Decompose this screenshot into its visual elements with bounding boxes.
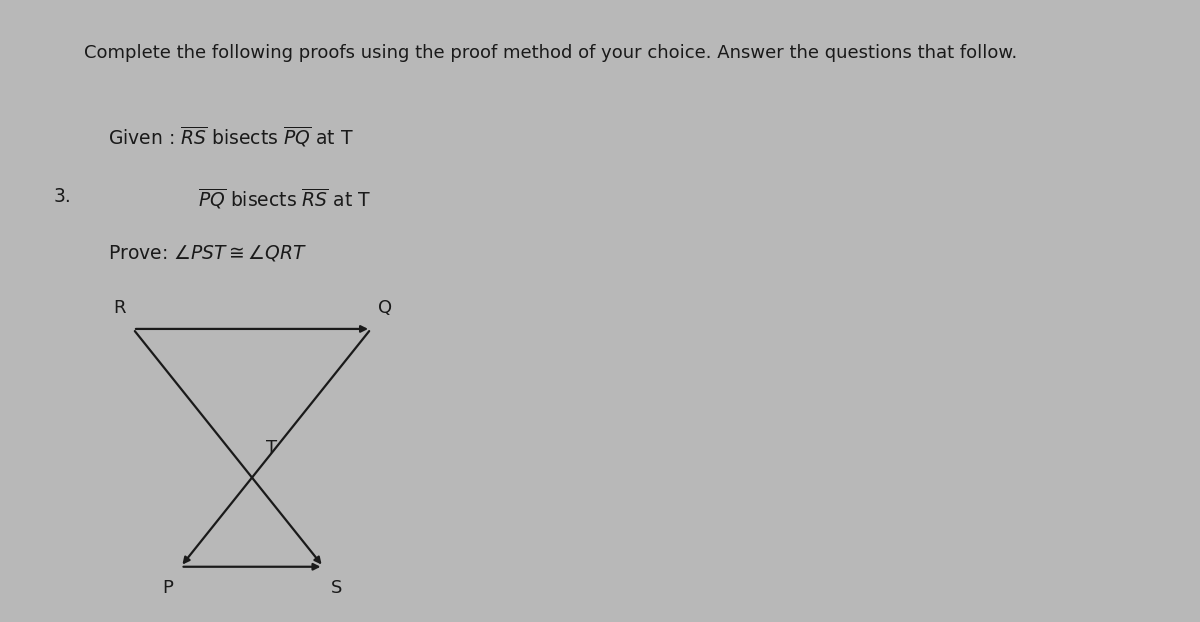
- Text: $\overline{PQ}$ bisects $\overline{RS}$ at T: $\overline{PQ}$ bisects $\overline{RS}$ …: [198, 187, 371, 210]
- Text: Given : $\overline{RS}$ bisects $\overline{PQ}$ at T: Given : $\overline{RS}$ bisects $\overli…: [108, 124, 354, 148]
- Text: P: P: [163, 578, 174, 596]
- Text: R: R: [114, 299, 126, 317]
- Text: Prove: $\angle PST \cong \angle QRT$: Prove: $\angle PST \cong \angle QRT$: [108, 243, 307, 262]
- Text: T: T: [266, 439, 277, 457]
- Text: Complete the following proofs using the proof method of your choice. Answer the : Complete the following proofs using the …: [84, 44, 1018, 62]
- Text: S: S: [330, 578, 342, 596]
- Text: 3.: 3.: [54, 187, 72, 206]
- Text: Q: Q: [378, 299, 392, 317]
